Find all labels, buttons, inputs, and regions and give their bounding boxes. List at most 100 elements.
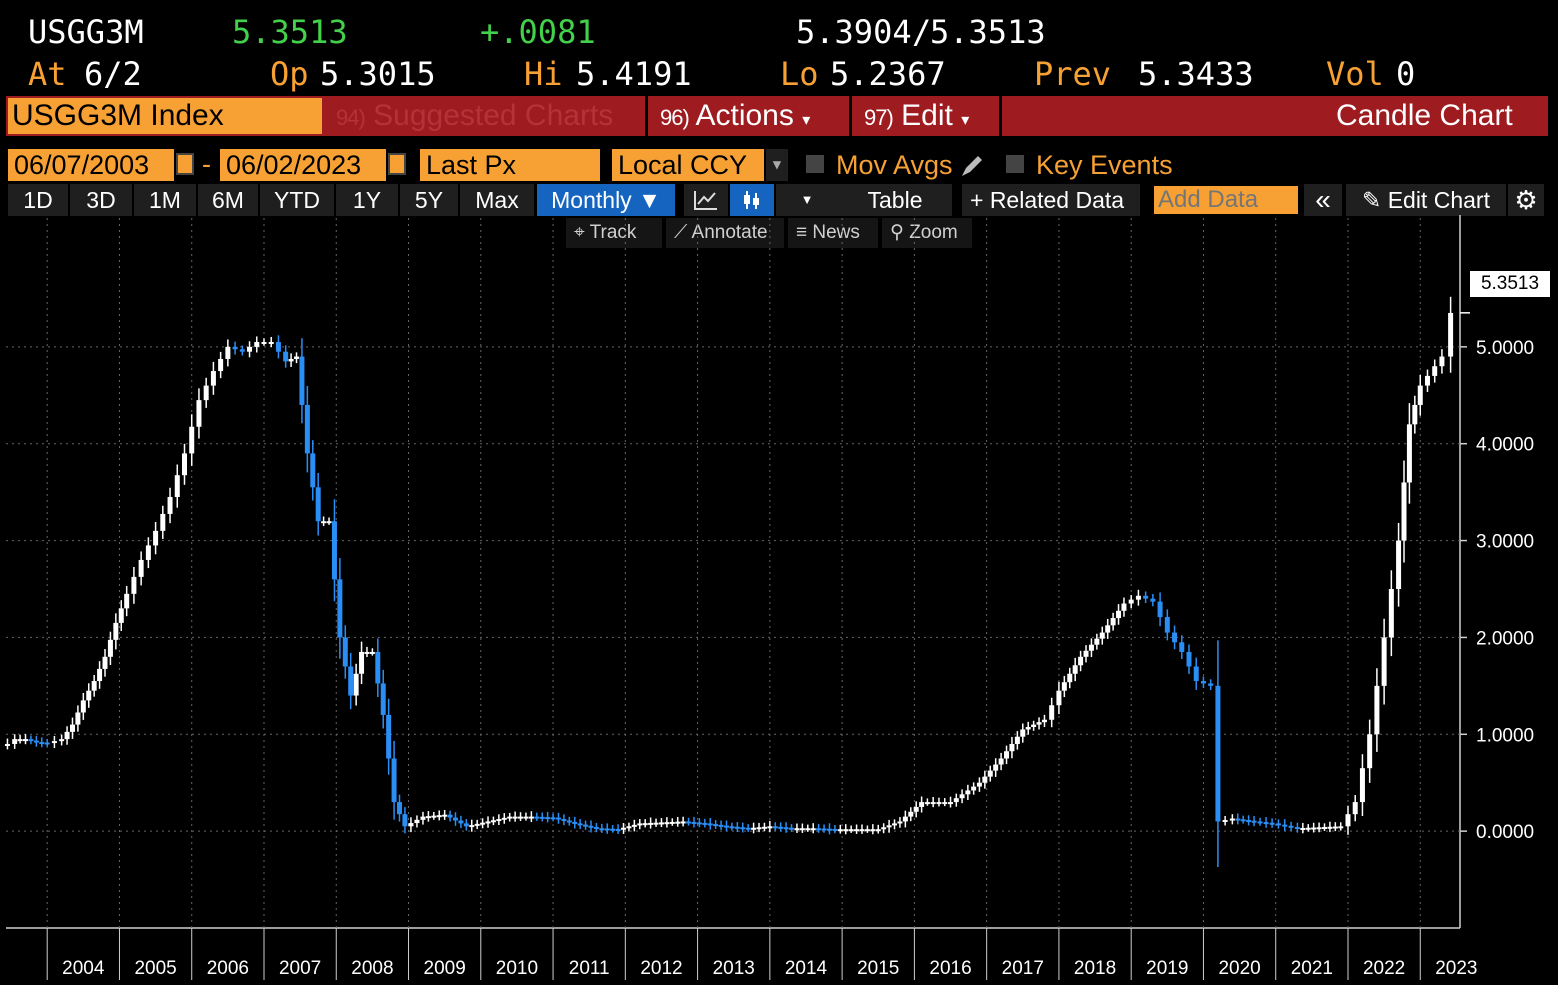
mov-avgs-label[interactable]: Mov Avgs [836, 150, 953, 180]
candle-body [1036, 722, 1042, 725]
period-6m-button[interactable]: 6M [198, 184, 258, 216]
candle-body [1316, 827, 1322, 830]
candle-body [610, 828, 616, 831]
candle-body [1072, 665, 1078, 674]
suggested-charts-menu[interactable]: 94) Suggested Charts [336, 96, 636, 136]
candle-body [583, 824, 589, 827]
period-3d-button[interactable]: 3D [70, 184, 132, 216]
candle-body [458, 820, 464, 824]
candle-body [756, 827, 762, 830]
calendar-icon[interactable] [176, 153, 194, 175]
candle-body [805, 828, 811, 831]
start-date-field[interactable]: 06/07/2003 [8, 149, 174, 181]
candle-body [283, 351, 289, 362]
candle-body [107, 639, 113, 657]
open-label: Op [270, 55, 309, 93]
candle-body [843, 829, 849, 832]
price-field-select[interactable]: Last Px [420, 149, 600, 181]
settings-gear-icon[interactable]: ⚙ [1508, 184, 1544, 216]
candle-chart-button[interactable] [730, 184, 774, 216]
period-1y-button[interactable]: 1Y [336, 184, 398, 216]
candle-body [1412, 404, 1418, 425]
candle-body [485, 821, 491, 824]
candle-body [247, 346, 253, 352]
x-tick-label: 2016 [929, 958, 971, 979]
edit-caret-icon: ▾ [961, 112, 970, 129]
collapse-button[interactable]: « [1304, 184, 1342, 216]
candle-body [987, 770, 993, 777]
candle-body [294, 356, 300, 359]
candle-body [1300, 827, 1306, 830]
candle-body [1396, 540, 1402, 589]
x-tick-label: 2004 [62, 958, 105, 979]
actions-menu[interactable]: 96) Actions ▾ [660, 96, 846, 136]
x-tick-label: 2020 [1218, 958, 1260, 979]
add-data-input[interactable] [1154, 186, 1298, 214]
candle-body [1240, 819, 1246, 822]
zoom-tool[interactable]: ⚲ Zoom [882, 218, 972, 248]
line-chart-button[interactable] [684, 184, 728, 216]
candle-body [561, 819, 567, 822]
candle-body [761, 826, 767, 829]
candle-body [254, 342, 260, 347]
candle-body [124, 593, 130, 609]
period-1m-button[interactable]: 1M [134, 184, 196, 216]
period-5y-button[interactable]: 5Y [400, 184, 458, 216]
candle-body [102, 656, 108, 669]
candle-body [821, 828, 827, 831]
chart-style-dropdown[interactable]: ▼ [776, 184, 838, 216]
related-data-button[interactable]: + Related Data [962, 184, 1140, 216]
calendar-icon[interactable] [388, 153, 406, 175]
candle-body [523, 816, 529, 819]
x-tick-label: 2012 [640, 958, 682, 979]
candle-body [528, 816, 534, 819]
key-events-label[interactable]: Key Events [1036, 150, 1173, 180]
candle-body [680, 821, 686, 824]
candle-body [794, 828, 800, 831]
candle-body [913, 806, 919, 812]
frequency-select[interactable]: Monthly ▼ [537, 184, 675, 216]
candle-body [408, 823, 414, 827]
period-max-button[interactable]: Max [460, 184, 534, 216]
end-date-field[interactable]: 06/02/2023 [220, 149, 386, 181]
candle-body [97, 668, 103, 682]
period-1d-button[interactable]: 1D [8, 184, 68, 216]
currency-select[interactable]: Local CCY [612, 149, 764, 181]
candle-body [1381, 637, 1387, 686]
candle-body [1041, 719, 1047, 723]
candle-body [1110, 618, 1116, 626]
candle-body [1116, 610, 1122, 619]
candle-body [691, 821, 697, 824]
candle-body [304, 404, 310, 454]
candle-body [490, 820, 496, 823]
candle-body [501, 817, 507, 820]
candle-body [1014, 736, 1020, 744]
candle-body [1311, 827, 1317, 830]
table-button[interactable]: Table [838, 184, 952, 216]
currency-dropdown-icon[interactable]: ▼ [766, 149, 788, 181]
candle-body [745, 827, 751, 830]
edit-chart-button[interactable]: ✎ Edit Chart [1346, 184, 1506, 216]
candle-body [653, 822, 659, 825]
mov-avgs-checkbox[interactable] [806, 155, 824, 173]
candle-body [1269, 822, 1275, 825]
edit-menu[interactable]: 97) Edit ▾ [864, 96, 994, 136]
key-events-checkbox[interactable] [1006, 155, 1024, 173]
candle-body [1004, 751, 1010, 759]
pencil-icon[interactable] [958, 152, 986, 180]
candle-body [870, 829, 876, 832]
candle-body [572, 821, 578, 824]
candle-body [1186, 651, 1192, 667]
annotate-tool[interactable]: ⟋ Annotate [666, 218, 784, 248]
security-field[interactable]: USGG3M Index [8, 98, 322, 134]
at-date: 6/2 [84, 55, 142, 93]
candle-body [1222, 820, 1228, 823]
candle-body [1229, 818, 1235, 821]
period-ytd-button[interactable]: YTD [260, 184, 334, 216]
news-tool[interactable]: ≡ News [788, 218, 878, 248]
candle-body [1157, 601, 1163, 618]
candle-body [474, 823, 480, 826]
track-tool[interactable]: ⌖ Track [566, 218, 662, 248]
candle-body [897, 821, 903, 824]
